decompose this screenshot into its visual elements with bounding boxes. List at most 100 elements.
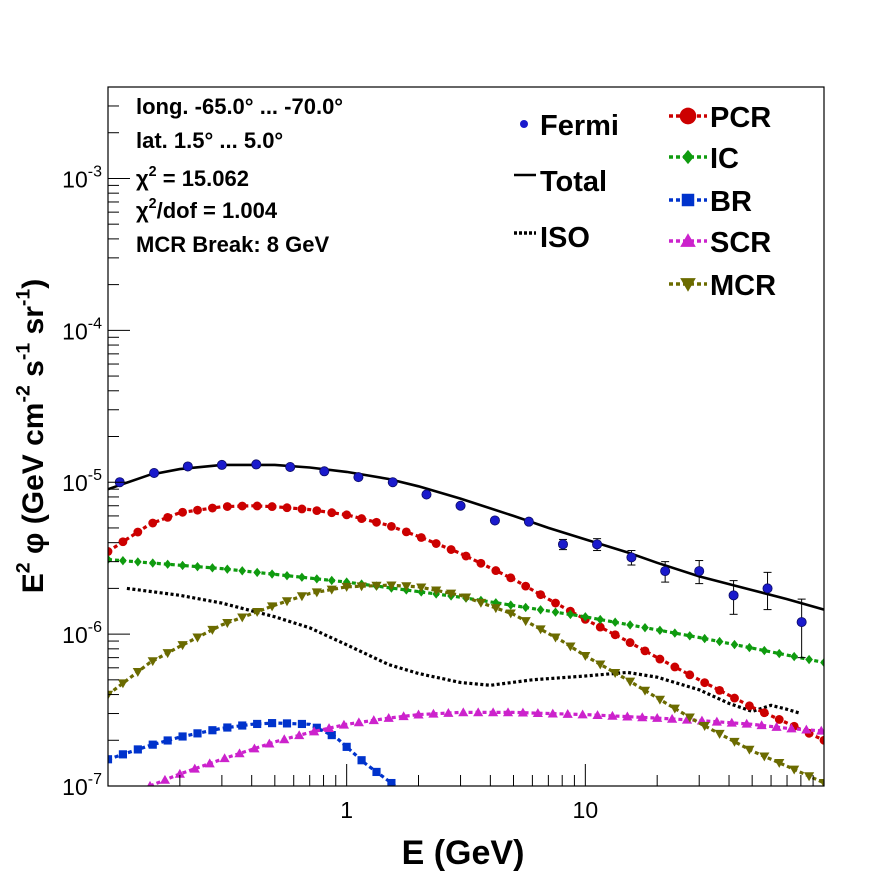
annotation-line-part: MCR Break: 8 GeV xyxy=(136,232,330,257)
series-marker-ic xyxy=(581,612,590,622)
series-marker-scr xyxy=(577,709,588,719)
series-marker-scr xyxy=(547,708,558,718)
series-marker-ic xyxy=(685,631,694,641)
series-marker-scr xyxy=(159,774,171,784)
y-tick-label: 10-4 xyxy=(62,315,102,344)
series-marker-pcr xyxy=(506,573,516,583)
fermi-point xyxy=(319,466,330,477)
series-marker-ic xyxy=(730,639,739,650)
annotation-line-part: long. -65.0° ... -70.0° xyxy=(136,94,343,119)
series-marker-scr xyxy=(592,710,603,720)
fermi-point xyxy=(285,461,296,472)
y-axis-title-part: s xyxy=(17,360,50,385)
series-marker-pcr xyxy=(715,685,725,695)
y-axis-title-part: φ (GeV cm xyxy=(17,403,50,563)
series-marker-scr xyxy=(652,712,663,722)
series-marker-scr xyxy=(323,723,335,733)
series-marker-ic xyxy=(790,651,798,662)
series-marker-mcr xyxy=(356,582,367,592)
series-marker-br xyxy=(163,736,172,745)
series-marker-br xyxy=(357,756,366,765)
series-marker-mcr xyxy=(147,657,158,667)
legend-marker-mcr xyxy=(680,278,696,292)
series-marker-mcr xyxy=(281,597,293,607)
series-marker-scr xyxy=(741,718,752,728)
legend-label-ic: IC xyxy=(710,143,739,175)
series-marker-br xyxy=(238,721,247,730)
series-marker-mcr xyxy=(132,667,143,677)
series-marker-ic xyxy=(671,628,679,638)
series-layer xyxy=(108,463,824,786)
series-marker-mcr xyxy=(565,642,576,652)
series-marker-mcr xyxy=(431,586,442,596)
annotation-line-part: = 15.062 xyxy=(157,166,249,191)
series-marker-ic xyxy=(268,569,276,579)
series-marker-pcr xyxy=(595,622,605,632)
series-marker-mcr xyxy=(759,752,770,762)
legend-label-total: Total xyxy=(540,166,607,198)
series-marker-pcr xyxy=(372,517,381,527)
series-marker-ic xyxy=(506,600,515,610)
series-marker-scr xyxy=(294,730,305,740)
series-marker-mcr xyxy=(714,729,725,739)
series-marker-scr xyxy=(174,768,185,778)
series-marker-mcr xyxy=(654,695,666,705)
series-marker-mcr xyxy=(624,677,636,687)
series-line-ic xyxy=(108,557,824,665)
legend-label-mcr: MCR xyxy=(710,270,776,302)
annotation-line: χ2 = 15.062 xyxy=(136,164,249,191)
series-marker-ic xyxy=(775,648,784,659)
series-marker-mcr xyxy=(729,737,740,747)
series-marker-scr xyxy=(473,707,484,717)
series-marker-ic xyxy=(745,642,754,653)
series-marker-ic xyxy=(656,625,664,636)
series-marker-mcr xyxy=(580,651,591,661)
series-marker-mcr xyxy=(460,593,472,603)
series-marker-mcr xyxy=(222,619,233,628)
legend-key-fermi xyxy=(520,120,528,128)
series-marker-pcr xyxy=(730,693,739,703)
series-marker-mcr xyxy=(684,713,695,723)
series-marker-br xyxy=(118,750,127,759)
series-marker-pcr xyxy=(536,590,546,600)
annotation-line: χ2/dof = 1.004 xyxy=(136,196,278,223)
y-tick-label: 10-6 xyxy=(62,619,102,648)
series-marker-br xyxy=(342,742,351,751)
series-marker-mcr xyxy=(371,581,382,591)
series-marker-mcr xyxy=(610,669,621,678)
series-marker-mcr xyxy=(401,582,412,592)
fermi-point xyxy=(251,459,262,470)
series-marker-ic xyxy=(700,633,709,644)
legend-label-scr: SCR xyxy=(710,227,771,259)
series-marker-scr xyxy=(622,711,633,721)
annotation-line: MCR Break: 8 GeV xyxy=(136,232,330,257)
y-tick-base: 10 xyxy=(62,622,88,648)
series-marker-pcr xyxy=(759,708,769,718)
series-marker-ic xyxy=(208,563,217,573)
series-marker-pcr xyxy=(700,678,710,688)
series-marker-scr xyxy=(189,763,200,773)
series-marker-ic xyxy=(611,617,619,627)
y-axis-title-part: 2 xyxy=(13,562,35,573)
series-marker-pcr xyxy=(640,646,650,656)
series-marker-scr xyxy=(368,715,379,725)
y-tick-exponent: -4 xyxy=(88,315,102,332)
series-marker-pcr xyxy=(685,670,695,680)
legend-label-iso: ISO xyxy=(540,222,590,254)
series-marker-ic xyxy=(119,555,127,566)
legend-marker-br xyxy=(681,193,695,207)
series-marker-pcr xyxy=(461,551,471,561)
series-marker-ic xyxy=(566,609,575,620)
series-marker-scr xyxy=(532,708,543,718)
series-marker-ic xyxy=(551,607,560,617)
series-marker-pcr xyxy=(819,735,824,745)
series-marker-ic xyxy=(134,557,142,567)
series-marker-scr xyxy=(204,758,215,768)
series-marker-scr xyxy=(607,710,618,720)
fermi-point xyxy=(592,539,603,550)
series-marker-ic xyxy=(313,574,321,584)
y-axis-title: E2 φ (GeV cm-2 s-1 sr-1) xyxy=(13,279,51,593)
series-marker-mcr xyxy=(818,778,824,786)
fermi-point xyxy=(694,566,705,577)
